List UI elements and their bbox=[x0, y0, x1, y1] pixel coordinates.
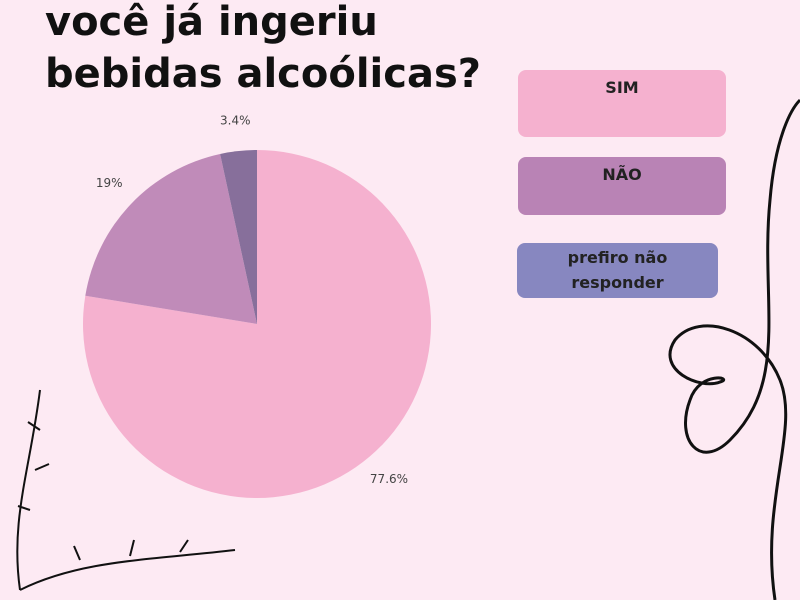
chart-title: você já ingeriu bebidas alcoólicas? bbox=[45, 0, 481, 97]
legend-entry: NÃO bbox=[518, 157, 726, 215]
data-label: 3.4% bbox=[220, 114, 251, 128]
legend-entry: prefiro não responder bbox=[517, 243, 718, 298]
data-label: 19% bbox=[96, 176, 123, 190]
pie-slice bbox=[85, 153, 257, 324]
legend-entry: SIM bbox=[518, 70, 726, 137]
pie-slice bbox=[220, 150, 257, 324]
data-label: 77.6% bbox=[370, 472, 408, 486]
decor-swirl bbox=[668, 98, 800, 600]
decor-floral bbox=[16, 389, 236, 591]
